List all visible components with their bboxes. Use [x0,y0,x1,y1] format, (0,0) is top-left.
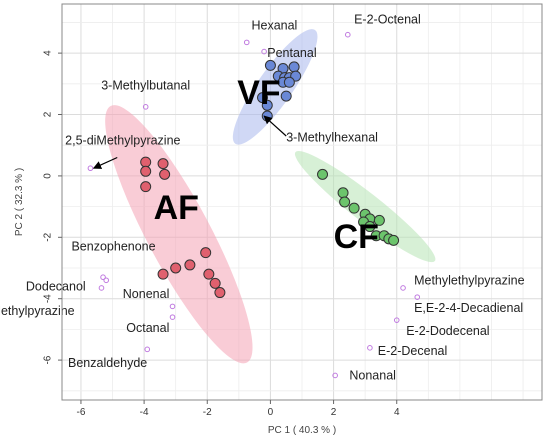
loading-point [344,31,351,38]
loading-point [261,48,267,55]
loading-point [332,372,338,379]
score-point-af [140,181,152,193]
loading-label: 3-Methylbutanal [101,78,190,92]
loading-label: Dodecanol [26,279,86,293]
score-point-cf [364,221,376,233]
loading-point [144,346,151,353]
loading-point [393,317,400,323]
y-tick-label: 4 [43,50,54,56]
loading-label: 2,5-diMethylpyrazine [65,134,180,148]
loading-label: Nonenal [123,287,170,301]
ellipse-cf [294,151,436,263]
score-point-cf [348,202,360,214]
loading-label: Methylpyrazine [0,304,75,318]
score-point-vf [264,59,276,71]
ellipse-vf [232,29,318,145]
score-point-af [140,156,152,168]
loading-point [169,303,176,310]
score-point-af [159,168,171,180]
loading-label: Benzaldehyde [68,356,147,370]
score-point-vf [288,61,300,73]
score-point-af [140,165,152,177]
y-tick-label: 0 [43,173,54,179]
score-point-af [209,277,221,289]
annotation-arrow [263,115,287,137]
loading-label: Pentanal [267,46,316,60]
score-point-cf [339,196,351,208]
x-tick-label: -6 [76,407,85,418]
loading-label: E-2-Octenal [354,12,421,26]
loading-point [243,39,250,46]
loading-label: E,E-2-4-Decadienal [414,301,523,315]
x-tick-label: 0 [268,407,274,418]
score-point-cf [373,214,385,226]
x-axis-title: PC 1 ( 40.3 % ) [268,425,336,436]
loading-label: Nonanal [349,368,396,382]
score-points [140,59,400,299]
loading-label: E-2-Dodecenal [406,324,489,338]
loading-point [169,314,176,320]
group-labels: AF VF CF [154,74,379,256]
loading-point [142,104,149,110]
annotation-arrows [92,115,287,169]
loading-label: 3-Methylhexanal [286,131,378,145]
y-tick-label: -4 [43,294,54,303]
loading-point [414,294,421,300]
score-point-vf [283,76,295,88]
score-point-vf [261,99,273,111]
score-point-vf [280,90,292,102]
y-tick-label: -2 [43,232,54,241]
loading-point [100,274,106,281]
annotation-labels: Hexanal Pentanal E-2-Octenal 3-Methylbutana… [0,12,525,382]
score-point-af [157,158,169,170]
x-tick-label: 2 [331,407,337,418]
loading-point [367,345,373,351]
group-label-af: AF [154,189,199,227]
score-point-af [200,247,212,259]
loading-label: Benzophenone [71,240,155,254]
loading-point [400,285,406,291]
score-point-cf [337,187,349,199]
score-point-af [184,259,196,271]
score-point-af [214,287,226,299]
loading-label: E-2-Decenal [378,344,447,358]
y-tick-label: -6 [43,355,54,364]
x-tick-label: 4 [394,407,400,418]
group-label-cf: CF [334,218,379,256]
x-tick-label: -4 [140,407,149,418]
loading-point [98,285,105,291]
axis-ticks: -6 -4 -2 0 2 4 -6 -4 -2 0 2 4 [43,50,400,418]
score-point-cf [388,234,400,246]
loading-label: Hexanal [251,18,297,32]
score-point-af [203,268,215,280]
y-tick-label: 2 [43,111,54,117]
loading-label: Octanal [126,321,169,335]
loading-point [103,277,110,284]
score-point-af [170,262,182,274]
score-point-af [157,268,169,280]
group-label-vf: VF [237,74,280,112]
loading-label: Methylethylpyrazine [414,273,525,287]
plot-frame [61,3,543,401]
x-tick-label: -2 [203,407,212,418]
loading-point [87,165,94,172]
y-axis-title: PC 2 ( 32.3 % ) [14,168,25,236]
annotation-arrow [92,156,118,169]
score-point-cf [317,168,329,180]
